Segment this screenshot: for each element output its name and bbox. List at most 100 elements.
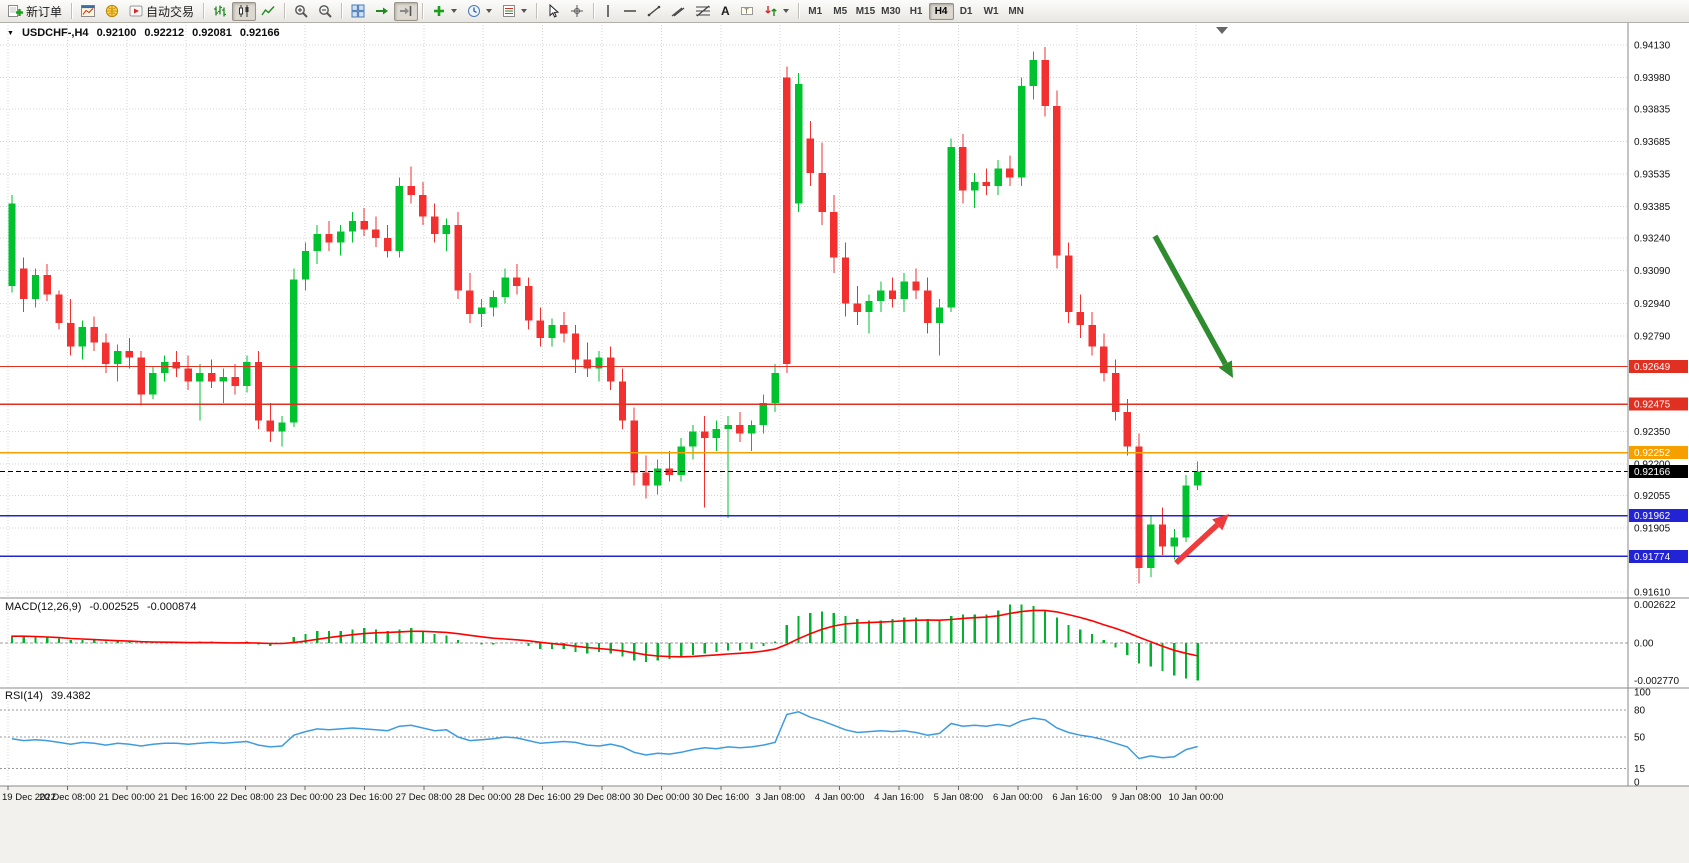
time-tick-label: 20 Dec 08:00 [39, 792, 96, 803]
candle-down [137, 357, 145, 395]
candle-down [524, 285, 533, 321]
candle-down [90, 327, 98, 343]
chart-shift-icon [400, 6, 412, 16]
candle-down [1064, 255, 1073, 312]
tf-mn-button[interactable]: MN [1008, 5, 1024, 17]
candle-up [1017, 86, 1026, 178]
level-lines[interactable] [0, 365, 1628, 558]
separator [536, 3, 538, 19]
candle-down [1111, 372, 1120, 412]
tf-m30-button[interactable]: M30 [881, 5, 901, 17]
periods-button[interactable] [462, 2, 497, 21]
price-tick-label: 0.91610 [1634, 588, 1671, 599]
charts-button[interactable] [76, 2, 100, 21]
arrows-tool-button[interactable] [759, 2, 794, 21]
rsi-axis-label: 80 [1634, 706, 1646, 717]
candle-up [501, 277, 509, 297]
chart-shift-button[interactable] [394, 1, 419, 21]
candle-up [1194, 471, 1202, 486]
time-tick-label: 22 Dec 08:00 [217, 792, 274, 803]
candlestick-chart-button[interactable] [232, 1, 257, 21]
horizontal-line-button[interactable] [618, 2, 642, 21]
time-tick-label: 30 Dec 16:00 [693, 792, 750, 803]
crosshair-button[interactable] [565, 2, 589, 21]
time-tick-label: 3 Jan 08:00 [755, 792, 805, 803]
tf-w1-button[interactable]: W1 [983, 5, 999, 17]
text-label-button[interactable]: T [735, 2, 759, 21]
candle-down [806, 138, 815, 174]
tf-m15-button[interactable]: M15 [855, 5, 876, 17]
candle-down [266, 420, 274, 432]
candle-down [700, 431, 709, 438]
candle-down [665, 468, 674, 475]
auto-scroll-button[interactable] [370, 2, 394, 21]
current-price-label: 0.92166 [1634, 467, 1671, 478]
template-icon [503, 5, 516, 17]
time-tick-label: 19 Dec 2022 [2, 792, 56, 803]
zoom-out-button[interactable] [313, 2, 337, 21]
candle-down [207, 372, 216, 382]
bar-chart-button[interactable] [208, 2, 232, 21]
zoom-in-button[interactable] [289, 2, 313, 21]
price-axis[interactable]: 0.94130 0.93980 0.93835 0.93685 0.93535 0.933… [1629, 41, 1688, 599]
time-tick-label: 6 Jan 16:00 [1052, 792, 1102, 803]
auto-scroll-icon [376, 7, 389, 15]
trendline-button[interactable] [642, 2, 666, 21]
equidistant-channel-button[interactable] [666, 2, 690, 21]
text-button[interactable]: A [716, 2, 735, 21]
candle-down [1076, 311, 1085, 326]
price-tick-label: 0.94130 [1634, 41, 1671, 52]
level-price-badge [1629, 397, 1688, 411]
templates-button[interactable] [497, 2, 532, 21]
candle-down [888, 290, 897, 299]
macd-axis-top: 0.002622 [1634, 600, 1676, 611]
candle-up [1182, 485, 1190, 538]
new-order-button[interactable]: 新订单 [3, 2, 67, 21]
candle-up [1147, 524, 1155, 569]
cursor-button[interactable] [541, 2, 565, 21]
profiles-button[interactable] [100, 2, 124, 21]
arrow-head [1212, 514, 1229, 531]
tile-windows-button[interactable] [346, 2, 370, 21]
candle-up [149, 372, 157, 395]
candle-down [360, 220, 368, 230]
time-tick-label: 29 Dec 08:00 [574, 792, 631, 803]
candle-up [31, 275, 40, 299]
price-tick-label: 0.92940 [1634, 299, 1671, 310]
level-price-label: 0.91774 [1634, 552, 1671, 563]
tf-m5-button[interactable]: M5 [833, 5, 848, 17]
indicators-button[interactable] [427, 2, 462, 21]
svg-text:T: T [744, 9, 749, 16]
vertical-line-button[interactable] [598, 2, 618, 21]
time-tick-label: 23 Dec 16:00 [336, 792, 393, 803]
arrow-shaft [1174, 522, 1220, 566]
separator [797, 3, 799, 19]
time-tick-label: 23 Dec 00:00 [277, 792, 334, 803]
level-price-label: 0.91962 [1634, 511, 1671, 522]
rsi-axis-label: 50 [1634, 733, 1646, 744]
text-tool-icon: A [721, 4, 730, 18]
fibonacci-button[interactable] [690, 2, 716, 21]
tf-m1-button[interactable]: M1 [808, 5, 823, 17]
line-chart-button[interactable] [256, 2, 280, 21]
candle-down [1100, 346, 1108, 373]
time-tick-label: 21 Dec 00:00 [99, 792, 156, 803]
candle-up [724, 424, 732, 430]
time-tick-label: 28 Dec 00:00 [455, 792, 512, 803]
chart-shift-marker[interactable] [1216, 27, 1228, 34]
tf-d1-button[interactable]: D1 [959, 5, 973, 17]
candle-down [841, 257, 850, 304]
candle-down [231, 377, 239, 386]
candles [8, 47, 1202, 584]
tf-h4-button[interactable]: H4 [928, 2, 954, 20]
candle-up [759, 403, 768, 425]
auto-trading-button[interactable]: 自动交易 [124, 2, 199, 21]
tf-h1-button[interactable]: H1 [909, 5, 923, 17]
candlestick-chart-icon [239, 5, 249, 17]
candle-down [1088, 325, 1096, 347]
candle-down [184, 368, 192, 382]
price-tick-label: 0.92790 [1634, 331, 1671, 342]
annotation-arrows[interactable] [1152, 234, 1233, 566]
